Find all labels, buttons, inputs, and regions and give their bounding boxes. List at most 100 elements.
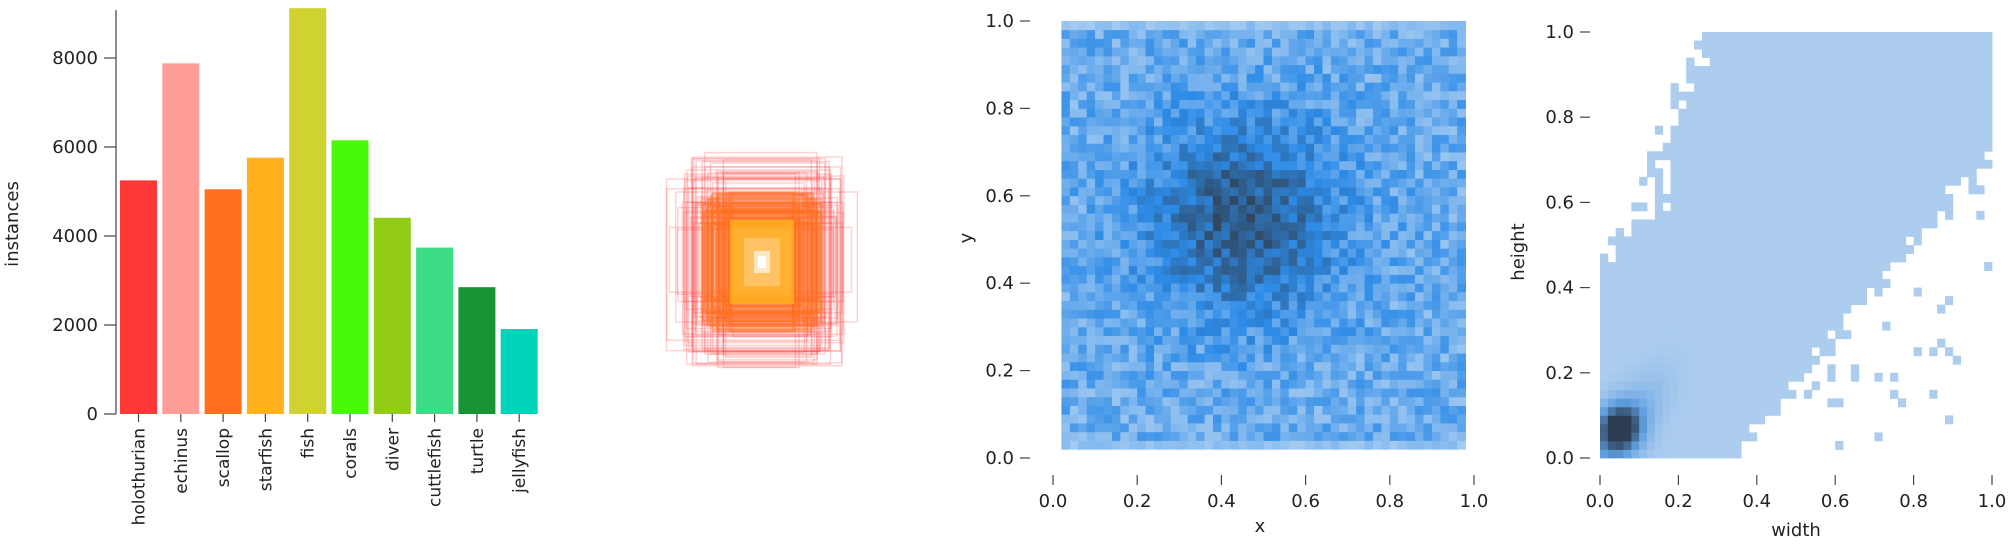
hist-cell (1137, 47, 1147, 57)
hist-cell (1246, 431, 1256, 441)
hist-cell (1255, 152, 1264, 162)
hist-cell (1756, 40, 1766, 50)
hist-cell (1423, 309, 1433, 319)
hist-cell (1803, 227, 1813, 237)
hist-cell (1347, 239, 1357, 249)
hist-cell (1431, 55, 1441, 66)
hist-cell (1733, 176, 1742, 186)
hist-cell (1187, 230, 1197, 240)
hist-cell (1069, 213, 1079, 223)
hist-cell (1078, 248, 1088, 258)
hist-cell (1701, 304, 1711, 314)
hist-cell (1709, 91, 1718, 101)
hist-cell (1154, 125, 1163, 136)
hist-cell (1827, 159, 1836, 169)
hist-cell (1095, 256, 1104, 267)
hist-cell (1229, 230, 1239, 240)
hist-cell (1288, 318, 1298, 328)
hist-cell (1937, 304, 1946, 314)
hist-cell (1670, 296, 1679, 306)
hist-cell (1196, 125, 1205, 136)
hist-cell (1221, 55, 1231, 66)
hist-cell (1827, 262, 1836, 271)
hist-cell (1305, 396, 1315, 406)
hist-cell (1701, 262, 1711, 271)
hist-cell (1654, 338, 1664, 348)
hist-cell (1305, 55, 1315, 66)
hist-cell (1339, 405, 1349, 415)
hist-cell (1662, 210, 1671, 220)
hist-cell (1061, 396, 1071, 406)
hist-cell (1364, 370, 1374, 380)
hist-cell (1145, 125, 1155, 136)
x-tick-label: 0.6 (1291, 491, 1320, 512)
hist-cell (1725, 176, 1734, 186)
hist-cell (1229, 396, 1239, 406)
hist-cell (1305, 222, 1315, 232)
hist-cell (1733, 440, 1742, 450)
hist-cell (1347, 423, 1357, 433)
hist-cell (1271, 370, 1281, 380)
hist-cell (1780, 389, 1789, 399)
hist-cell (1288, 361, 1298, 371)
hist-cell (1162, 90, 1172, 101)
hist-cell (1811, 40, 1820, 50)
category-label-cuttlefish: cuttlefish (426, 428, 446, 507)
box-outline (701, 176, 826, 334)
hist-cell (1196, 291, 1205, 302)
hist-cell (1772, 125, 1781, 135)
hist-cell (1694, 355, 1703, 365)
hist-cell (1457, 152, 1466, 162)
hist-cell (1111, 379, 1121, 389)
hist-cell (1678, 287, 1687, 297)
hist-cell (1111, 230, 1121, 240)
hist-cell (1111, 99, 1121, 109)
box-outline (686, 175, 845, 344)
hist-cell (1694, 66, 1703, 75)
hist-cell (1448, 379, 1458, 389)
hist-cell (1103, 344, 1113, 354)
hist-cell (1061, 300, 1071, 310)
hist-cell (1415, 90, 1424, 101)
hist-cell (1297, 431, 1306, 441)
hist-cell (1103, 38, 1113, 48)
hist-cell (1364, 64, 1374, 74)
hist-cell (1701, 66, 1711, 75)
hist-cell (1457, 423, 1466, 433)
hist-cell (1406, 21, 1416, 31)
hist-cell (1398, 300, 1408, 310)
hist-cell (1103, 108, 1113, 118)
hist-cell (1179, 256, 1189, 267)
hist-cell (1944, 117, 1954, 127)
hist-cell (1741, 66, 1750, 75)
hist-cell (1103, 300, 1113, 310)
hist-cell (1858, 176, 1867, 186)
hist-cell (1796, 364, 1805, 374)
hist-cell (1255, 187, 1264, 197)
hist-cell (1788, 100, 1797, 110)
hist-cell (1137, 414, 1147, 424)
hist-cell (1271, 431, 1281, 441)
hist-cell (1128, 108, 1138, 118)
hist-cell (1364, 47, 1374, 57)
hist-cell (1756, 270, 1766, 280)
hist-cell (1764, 142, 1773, 152)
hist-cell (1154, 396, 1163, 406)
hist-cell (1196, 265, 1205, 275)
hist-cell (1128, 361, 1138, 371)
hist-cell (1835, 202, 1844, 212)
hist-cell (1187, 204, 1197, 214)
box-outline (694, 202, 817, 336)
hist-cell (1607, 381, 1617, 391)
hist-cell (1725, 66, 1734, 75)
hist-cell (1921, 125, 1930, 135)
hist-cell (1154, 248, 1163, 258)
hist-cell (1162, 178, 1172, 188)
hist-cell (1654, 219, 1664, 229)
hist-cell (1717, 321, 1726, 331)
hist-cell (1061, 256, 1071, 267)
hist-cell (1725, 440, 1734, 450)
hist-cell (1811, 338, 1820, 348)
hist-cell (1288, 99, 1298, 109)
hist-cell (1389, 335, 1399, 345)
